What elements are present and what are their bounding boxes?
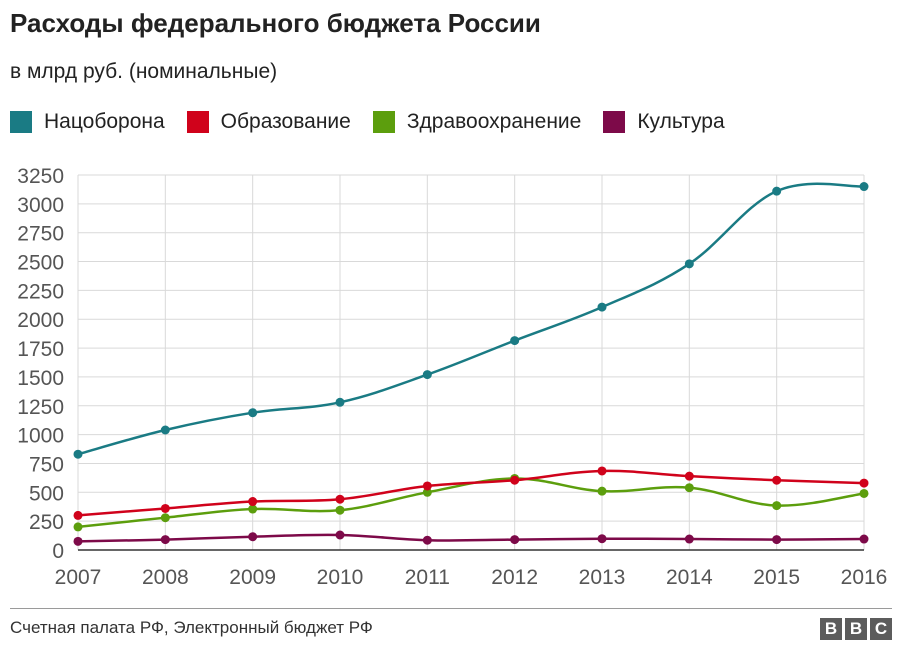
data-point <box>73 522 83 532</box>
legend-swatch-defense <box>10 111 32 133</box>
legend-swatch-healthcare <box>372 111 395 133</box>
data-point <box>510 475 520 485</box>
data-point <box>772 535 782 545</box>
legend-item-defense: Нацоборона <box>10 110 165 134</box>
data-point <box>160 513 170 523</box>
series <box>73 182 869 546</box>
x-tick-label: 2008 <box>142 566 189 589</box>
series-line-healthcare <box>77 477 865 529</box>
legend-swatch-culture <box>603 111 626 133</box>
data-point <box>335 397 345 407</box>
legend: Нацоборона Образование Здравоохранение К… <box>10 106 747 138</box>
legend-swatch-education <box>186 111 209 133</box>
y-tick-label: 0 <box>52 540 64 563</box>
data-point <box>859 182 869 192</box>
data-point <box>597 534 607 544</box>
x-tick-label: 2012 <box>491 566 538 589</box>
y-tick-label: 1000 <box>17 425 64 448</box>
data-point <box>73 536 83 546</box>
data-point <box>422 535 432 545</box>
series-line-defense <box>77 182 865 456</box>
data-point <box>248 408 258 418</box>
x-tick-label: 2009 <box>229 566 276 589</box>
y-tick-label: 250 <box>29 511 64 534</box>
series-education <box>73 466 869 520</box>
bbc-logo-letter: B <box>820 618 842 640</box>
data-point <box>597 302 607 312</box>
data-point <box>160 425 170 435</box>
data-point <box>684 483 694 493</box>
data-point <box>248 532 258 542</box>
y-tick-label: 2500 <box>17 252 64 275</box>
data-point <box>160 503 170 513</box>
y-tick-label: 1500 <box>17 367 64 390</box>
legend-label-defense: Нацоборона <box>44 110 165 133</box>
data-point <box>248 504 258 514</box>
legend-label-education: Образование <box>220 110 351 133</box>
legend-label-healthcare: Здравоохранение <box>406 110 582 133</box>
data-point <box>422 481 432 491</box>
data-point <box>859 534 869 544</box>
bbc-logo-letter: C <box>870 618 892 640</box>
data-point <box>422 370 432 380</box>
footer-divider <box>10 608 892 609</box>
source-note: Счетная палата РФ, Электронный бюджет РФ <box>10 618 373 637</box>
data-point <box>772 475 782 485</box>
data-point <box>859 488 869 498</box>
legend-item-education: Образование <box>186 110 351 134</box>
y-tick-label: 2250 <box>17 280 64 303</box>
grid <box>77 174 865 550</box>
chart-subtitle: в млрд руб. (номинальные) <box>10 60 278 83</box>
y-tick-label: 1750 <box>17 338 64 361</box>
data-point <box>772 501 782 511</box>
axes: 0 250 500 750 1000 1250 1500 1750 2000 2250 2500 27… <box>17 165 887 589</box>
x-tick-label: 2013 <box>579 566 626 589</box>
series-defense <box>73 182 869 459</box>
y-tick-label: 2000 <box>17 309 64 332</box>
y-tick-label: 500 <box>29 482 64 505</box>
y-tick-label: 750 <box>29 453 64 476</box>
data-point <box>335 494 345 504</box>
data-point <box>859 478 869 488</box>
data-point <box>684 471 694 481</box>
x-tick-label: 2007 <box>55 566 102 589</box>
data-point <box>422 487 432 497</box>
legend-item-culture: Культура <box>603 110 725 134</box>
data-point <box>597 466 607 476</box>
data-point <box>335 505 345 515</box>
x-tick-label: 2011 <box>405 566 450 589</box>
y-tick-label: 3000 <box>17 194 64 217</box>
y-tick-label: 1250 <box>17 396 64 419</box>
series-line-education <box>77 469 865 517</box>
data-point <box>248 497 258 507</box>
data-point <box>510 535 520 545</box>
data-point <box>73 449 83 459</box>
y-tick-label: 2750 <box>17 223 64 246</box>
x-tick-label: 2010 <box>317 566 364 589</box>
x-tick-label: 2015 <box>753 566 800 589</box>
data-point <box>684 534 694 544</box>
data-point <box>597 486 607 496</box>
legend-item-healthcare: Здравоохранение <box>372 110 582 134</box>
data-point <box>510 336 520 346</box>
data-point <box>684 259 694 269</box>
data-point <box>160 535 170 545</box>
data-point <box>73 510 83 520</box>
bbc-logo: B B C <box>817 618 892 640</box>
chart-title: Расходы федерального бюджета России <box>10 8 541 38</box>
legend-label-culture: Культура <box>637 110 725 133</box>
x-tick-label: 2014 <box>666 566 713 589</box>
series-line-culture <box>77 533 865 543</box>
x-tick-label: 2016 <box>841 566 888 589</box>
series-culture <box>73 530 869 546</box>
data-point <box>335 530 345 540</box>
bbc-logo-letter: B <box>845 618 867 640</box>
data-point <box>772 186 782 196</box>
y-tick-label: 3250 <box>17 165 64 188</box>
